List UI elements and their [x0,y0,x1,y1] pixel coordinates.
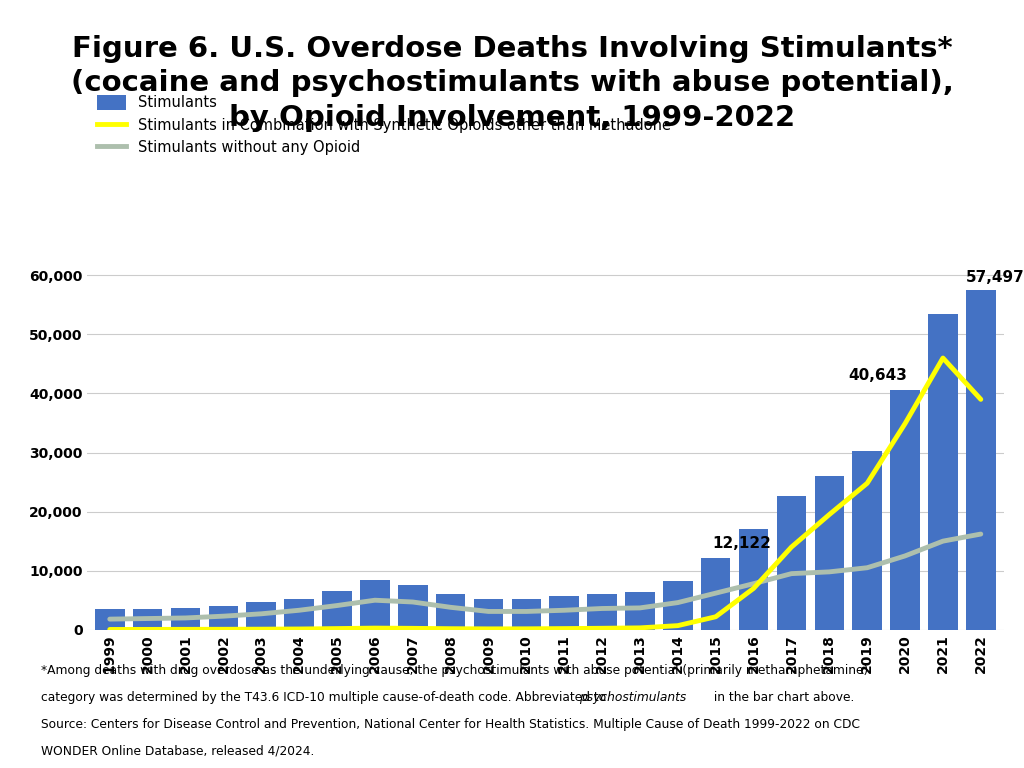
Legend: Stimulants, Stimulants in Combination with Synthetic Opioids other than Methadon: Stimulants, Stimulants in Combination wi… [94,91,674,158]
Bar [966,290,995,630]
Text: 40,643: 40,643 [848,368,907,382]
Bar [626,591,654,630]
Bar [852,452,882,630]
Text: in the bar chart above.: in the bar chart above. [710,691,854,704]
Text: 12,122: 12,122 [712,536,771,551]
Text: Source: Centers for Disease Control and Prevention, National Center for Health S: Source: Centers for Disease Control and … [41,718,860,731]
Bar [474,599,503,630]
Bar [814,476,844,630]
Bar [701,558,730,630]
Bar [247,602,276,630]
Bar [512,599,541,630]
Bar [285,599,314,630]
Bar [398,585,427,630]
Text: 57,497: 57,497 [966,270,1024,286]
Bar [738,529,768,630]
Bar [550,596,579,630]
Bar [588,594,616,630]
Bar [171,608,201,630]
Text: category was determined by the T43.6 ICD-10 multiple cause-of-death code. Abbrev: category was determined by the T43.6 ICD… [41,691,610,704]
Bar [209,606,239,630]
Text: *Among deaths with drug overdose as the underlying cause, the psychostimulants w: *Among deaths with drug overdose as the … [41,664,868,677]
Bar [360,580,389,630]
Text: by Opioid Involvement, 1999-2022: by Opioid Involvement, 1999-2022 [229,104,795,131]
Text: WONDER Online Database, released 4/2024.: WONDER Online Database, released 4/2024. [41,745,314,758]
Text: Figure 6. U.S. Overdose Deaths Involving Stimulants*: Figure 6. U.S. Overdose Deaths Involving… [72,35,952,62]
Bar [95,610,125,630]
Bar [436,594,465,630]
Bar [664,581,692,630]
Bar [890,389,920,630]
Bar [928,314,957,630]
Text: (cocaine and psychostimulants with abuse potential),: (cocaine and psychostimulants with abuse… [71,69,953,97]
Text: psychostimulants: psychostimulants [579,691,686,704]
Bar [323,591,352,630]
Bar [133,609,163,630]
Bar [776,496,806,630]
